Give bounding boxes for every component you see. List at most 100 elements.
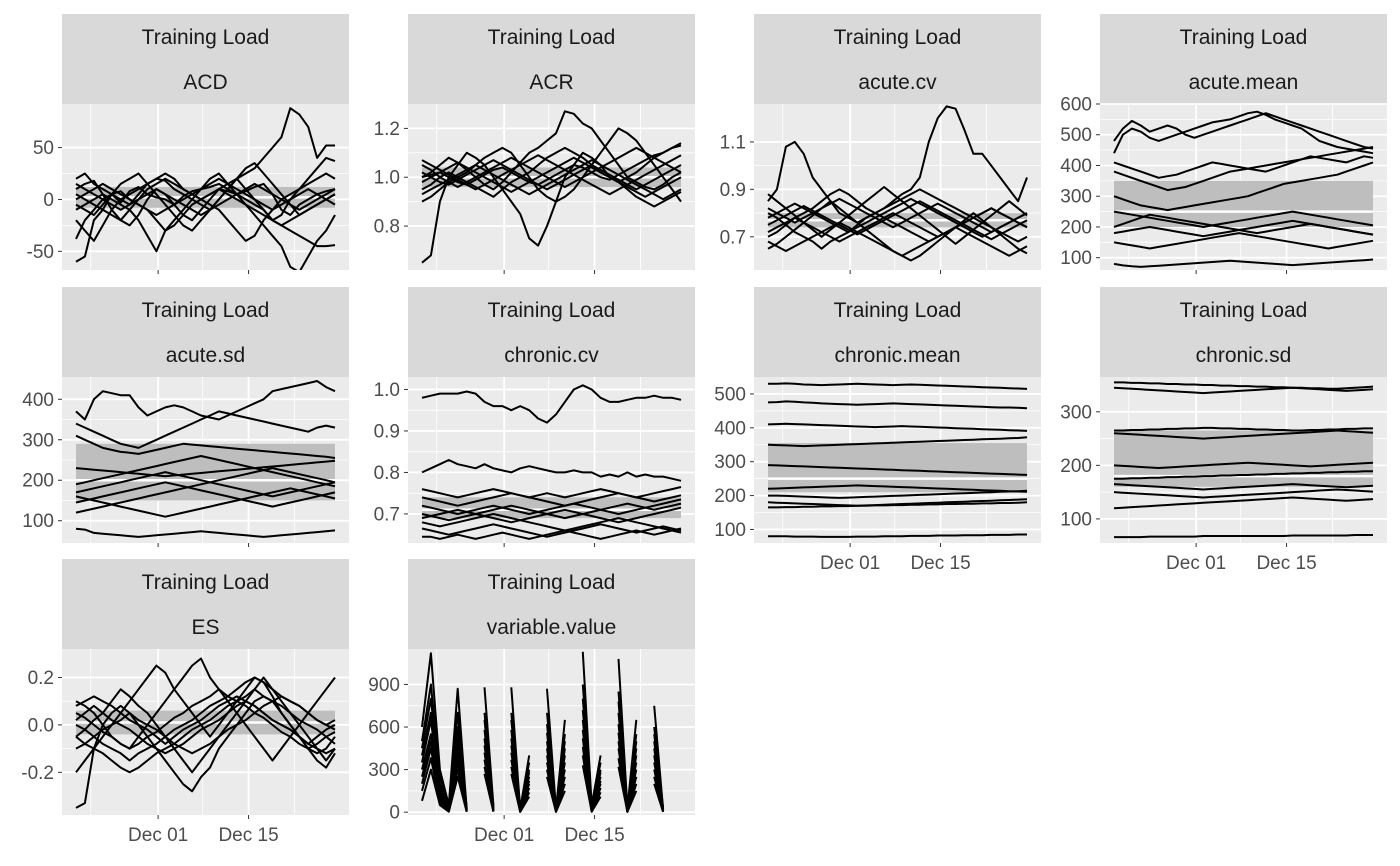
y-tick-label: 0.8 bbox=[374, 463, 400, 484]
facet-panel-ES: Training Load ES -0.2 0.0 0.2 Dec 01 Dec 15 bbox=[21, 559, 349, 846]
facet-strip-label-top: Training Load bbox=[142, 571, 270, 594]
facet-strip-label-bottom: chronic.cv bbox=[504, 344, 599, 367]
series-line-4 bbox=[75, 688, 336, 750]
facet-panels: Training Load ACD -50 0 50 Training Load ACR 0.… bbox=[21, 14, 1387, 846]
plot-area bbox=[421, 384, 682, 540]
series-line-3 bbox=[1113, 155, 1374, 179]
facet-strip-label-bottom: ACR bbox=[529, 71, 573, 94]
y-tick-label: 100 bbox=[1060, 509, 1092, 530]
facet-strip-label-top: Training Load bbox=[142, 26, 270, 49]
facet-panel-chronic-mean: Training Load chronic.mean 100 200 300 400 500… bbox=[714, 287, 1041, 574]
facet-strip bbox=[62, 287, 349, 377]
series-line-1 bbox=[1114, 381, 1374, 390]
series-line-8 bbox=[767, 197, 1028, 238]
series-line-9 bbox=[768, 501, 1028, 509]
series-line-3 bbox=[75, 434, 336, 459]
series-line-1 bbox=[421, 384, 682, 424]
series-line-3 bbox=[767, 188, 1028, 250]
series-line-10 bbox=[75, 162, 336, 232]
series-line-1 bbox=[768, 382, 1028, 390]
y-tick-label: 600 bbox=[368, 718, 400, 739]
y-tick-label: 600 bbox=[1060, 95, 1092, 116]
y-tick-label: 50 bbox=[33, 138, 54, 159]
y-tick-label: 0.9 bbox=[374, 421, 400, 442]
facet-strip-label-bottom: chronic.sd bbox=[1196, 344, 1292, 367]
facet-strip-label-bottom: chronic.mean bbox=[834, 344, 960, 367]
facet-strip bbox=[408, 559, 695, 649]
facet-strip-label-top: Training Load bbox=[834, 299, 962, 322]
facet-strip-label-bottom: acute.cv bbox=[858, 71, 937, 94]
series-line-8 bbox=[421, 513, 682, 534]
facet-strip bbox=[754, 14, 1041, 104]
y-tick-label: 300 bbox=[1060, 187, 1092, 208]
y-tick-label: 500 bbox=[1060, 125, 1092, 146]
y-tick-label: 300 bbox=[1060, 402, 1092, 423]
series-line-7 bbox=[768, 489, 1028, 499]
facet-strip-label-bottom: acute.sd bbox=[166, 344, 245, 367]
y-tick-label: 0.7 bbox=[374, 504, 400, 525]
series-line-8 bbox=[75, 695, 336, 755]
series-line-10 bbox=[767, 197, 1028, 234]
plot-area bbox=[421, 110, 682, 264]
plot-area bbox=[75, 107, 336, 270]
x-tick-label: Dec 01 bbox=[474, 825, 534, 846]
facet-strip bbox=[408, 287, 695, 377]
y-tick-label: 500 bbox=[714, 384, 746, 405]
y-tick-label: 200 bbox=[714, 486, 746, 507]
y-tick-label: 200 bbox=[1060, 456, 1092, 477]
x-tick-label: Dec 15 bbox=[218, 825, 278, 846]
plot-area bbox=[767, 382, 1028, 538]
facet-panel-variable-value: Training Load variable.value 0 300 600 900 Dec… bbox=[368, 559, 695, 846]
series-line-4 bbox=[767, 436, 1028, 448]
series-line-9 bbox=[767, 221, 1028, 257]
plot-area bbox=[75, 380, 336, 538]
facet-strip bbox=[1100, 287, 1387, 377]
plot-area bbox=[1113, 110, 1374, 268]
series-line-9 bbox=[1113, 496, 1374, 510]
series-line-6 bbox=[75, 471, 336, 498]
series-line-3 bbox=[421, 146, 682, 208]
y-tick-label: -0.2 bbox=[21, 763, 54, 784]
y-tick-label: 100 bbox=[714, 520, 746, 541]
facet-panel-chronic-cv: Training Load chronic.cv 0.7 0.8 0.9 1.0 bbox=[374, 287, 695, 547]
series-line-2 bbox=[421, 459, 682, 482]
facet-strip bbox=[754, 287, 1041, 377]
y-tick-label: 100 bbox=[1060, 248, 1092, 269]
series-line-8 bbox=[1113, 488, 1374, 499]
series-line-5 bbox=[75, 172, 336, 242]
y-tick-label: 1.1 bbox=[720, 132, 746, 153]
y-tick-label: 400 bbox=[22, 390, 54, 411]
series-line-9 bbox=[421, 523, 682, 538]
series-line-10 bbox=[421, 144, 682, 186]
series-line-10 bbox=[1114, 534, 1373, 539]
x-tick-label: Dec 15 bbox=[1256, 553, 1316, 574]
facet-strip-label-bottom: ACD bbox=[183, 71, 227, 94]
facet-strip bbox=[1100, 14, 1387, 104]
y-tick-label: 1.2 bbox=[374, 119, 400, 140]
series-line-8 bbox=[1113, 219, 1374, 238]
y-tick-label: 1.0 bbox=[374, 380, 400, 401]
series-line-10 bbox=[422, 527, 682, 540]
series-line-10 bbox=[421, 765, 665, 813]
series-line-7 bbox=[1113, 483, 1374, 491]
facet-panel-acute-sd: Training Load acute.sd 100 200 300 400 bbox=[22, 287, 349, 547]
series-line-3 bbox=[767, 422, 1028, 432]
series-line-6 bbox=[767, 484, 1028, 493]
series-line-7 bbox=[75, 481, 336, 508]
facet-strip bbox=[62, 559, 349, 649]
y-tick-label: 300 bbox=[368, 760, 400, 781]
y-tick-label: 0.9 bbox=[720, 180, 746, 201]
series-line-3 bbox=[75, 107, 335, 211]
series-line-5 bbox=[1113, 461, 1374, 469]
facet-strip bbox=[62, 14, 349, 104]
x-tick-label: Dec 15 bbox=[564, 825, 624, 846]
series-line-9 bbox=[1113, 232, 1374, 250]
series-line-8 bbox=[75, 487, 336, 518]
series-line-2 bbox=[75, 410, 336, 449]
facet-panel-chronic-sd: Training Load chronic.sd 100 200 300 Dec 01 De… bbox=[1060, 287, 1387, 574]
y-tick-label: 400 bbox=[714, 418, 746, 439]
y-tick-label: 200 bbox=[1060, 217, 1092, 238]
series-line-6 bbox=[421, 502, 682, 522]
series-line-5 bbox=[421, 127, 682, 203]
series-line-4 bbox=[1113, 429, 1374, 440]
